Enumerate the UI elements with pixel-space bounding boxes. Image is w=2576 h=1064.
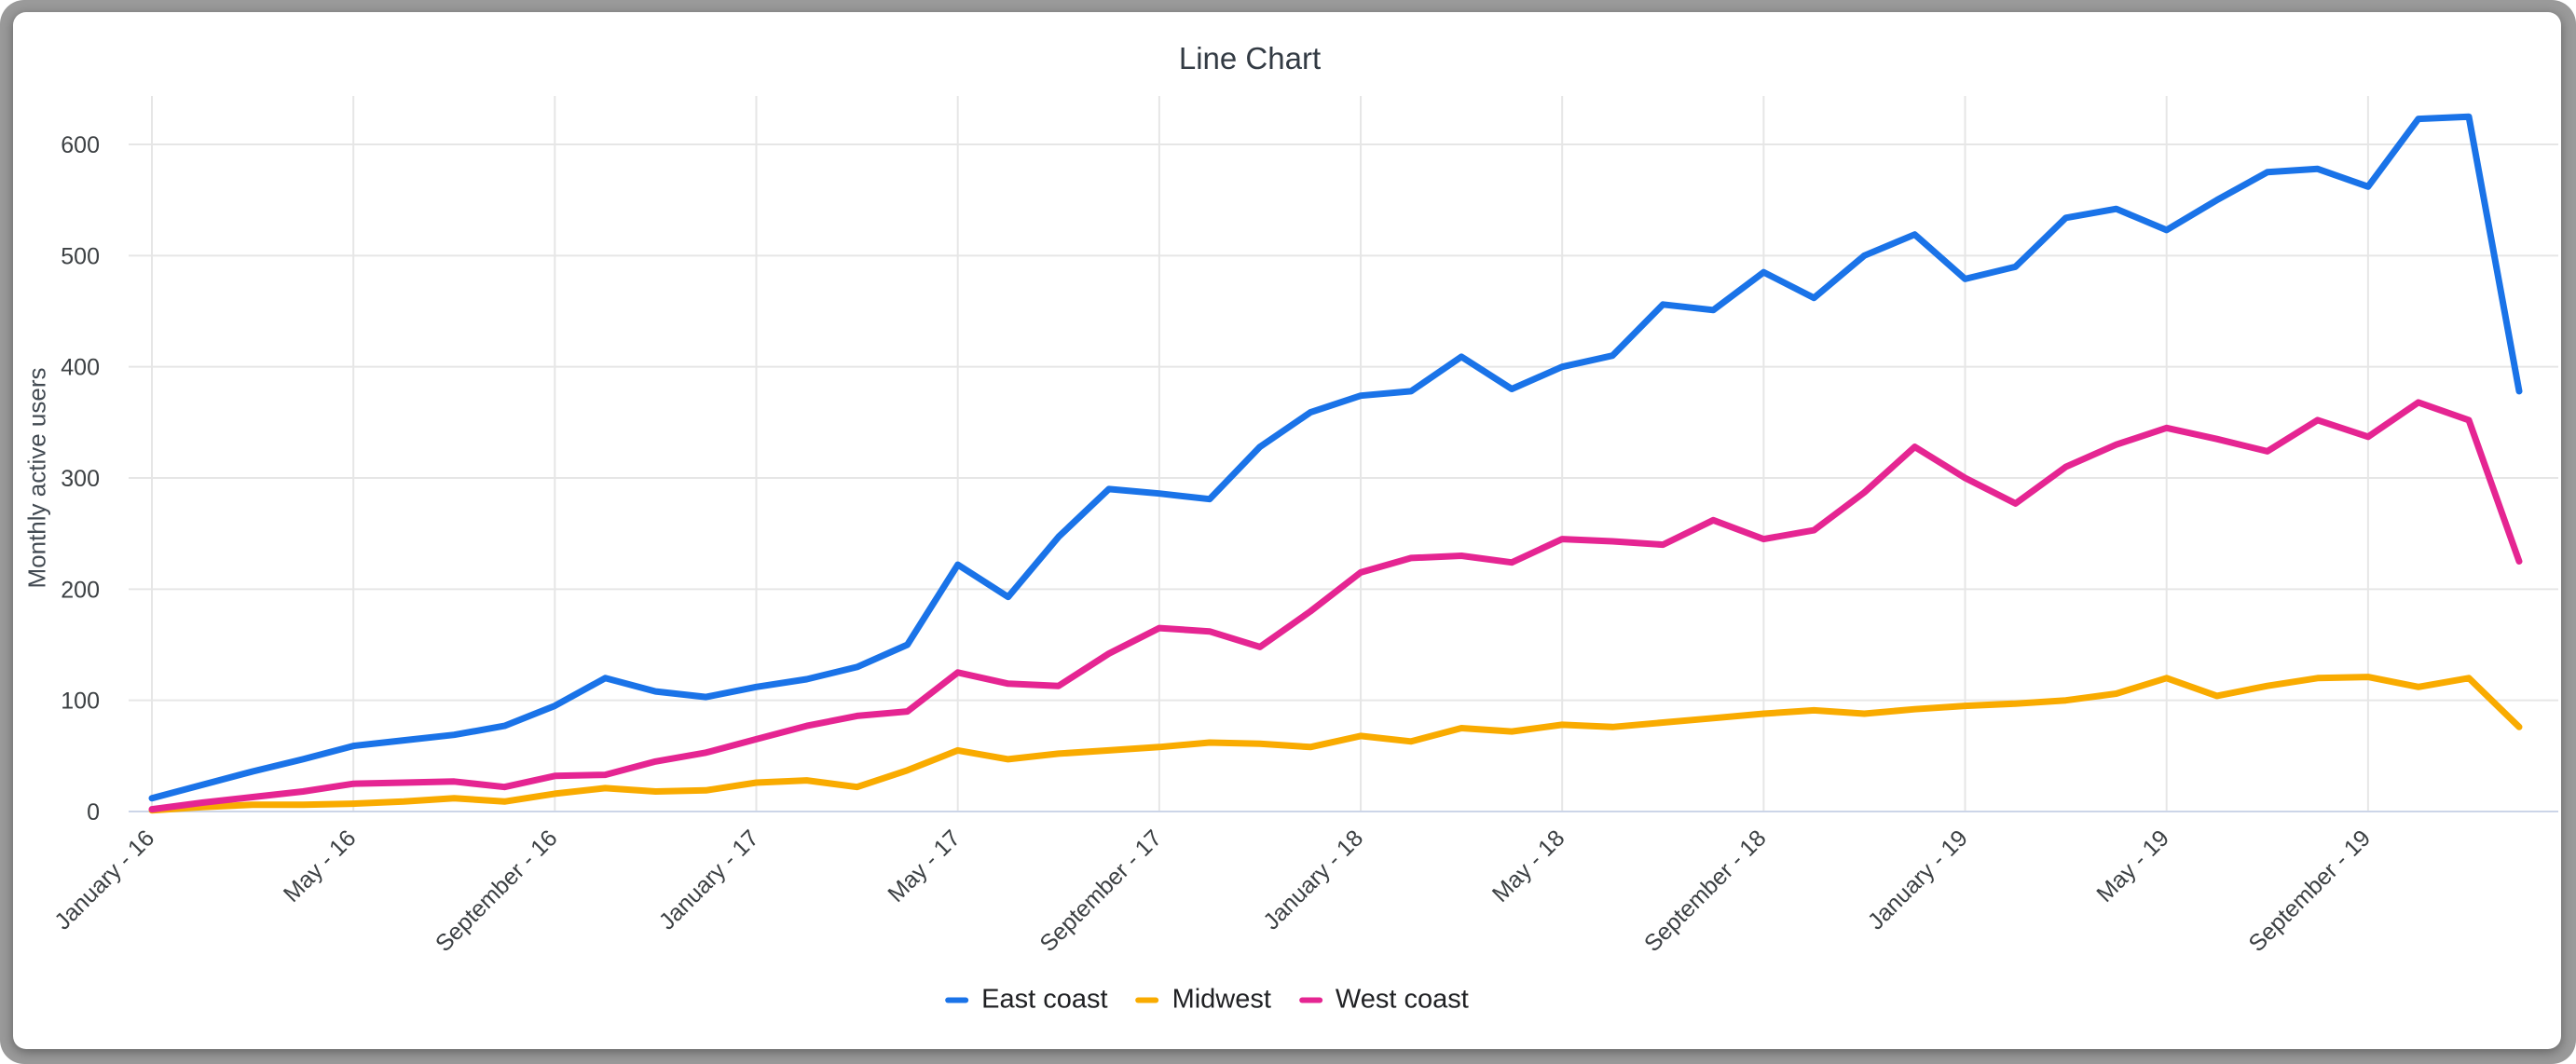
y-tick-label: 600 (61, 132, 100, 158)
y-tick-label: 200 (61, 577, 100, 603)
west-coast-line-swatch-icon (1298, 997, 1322, 1003)
legend-item-midwest[interactable]: Midwest (1135, 984, 1271, 1016)
chart-card (13, 12, 2561, 1049)
x-tick-label: May - 19 (2091, 825, 2174, 907)
legend-label: Midwest (1172, 984, 1271, 1015)
y-tick-label: 0 (87, 799, 100, 825)
x-tick-label: January - 16 (49, 825, 159, 934)
x-tick-label: September - 17 (1035, 825, 1167, 957)
series-line-west-coast[interactable] (148, 399, 2523, 813)
chart-title: Line Chart (1178, 41, 1322, 75)
x-tick-label: January - 17 (654, 825, 764, 934)
x-tick-label: May - 17 (883, 825, 966, 907)
x-tick-label: September - 18 (1639, 825, 1772, 957)
y-axis-title: Monthly active users (22, 367, 51, 589)
series-line-east-coast[interactable] (148, 113, 2523, 802)
y-tick-label: 300 (61, 466, 100, 492)
x-tick-label: January - 18 (1258, 825, 1368, 934)
legend-item-east-coast[interactable]: East coast (945, 984, 1108, 1016)
legend-item-west-coast[interactable]: West coast (1298, 984, 1469, 1016)
y-tick-label: 100 (61, 689, 100, 715)
x-tick-label: September - 19 (2243, 825, 2376, 957)
x-tick-label: September - 16 (431, 825, 563, 957)
legend-label: East coast (981, 984, 1108, 1015)
east-coast-line-swatch-icon (945, 997, 969, 1003)
legend-label: West coast (1335, 984, 1469, 1015)
legend: East coast Midwest West coast (945, 985, 1469, 1016)
x-tick-label: January - 19 (1863, 825, 1973, 934)
x-tick-label: May - 18 (1487, 825, 1570, 907)
y-tick-label: 500 (61, 243, 100, 269)
y-tick-label: 400 (61, 355, 100, 381)
x-tick-label: May - 16 (279, 825, 362, 907)
midwest-line-swatch-icon (1135, 997, 1159, 1003)
series-line-midwest[interactable] (148, 674, 2523, 814)
